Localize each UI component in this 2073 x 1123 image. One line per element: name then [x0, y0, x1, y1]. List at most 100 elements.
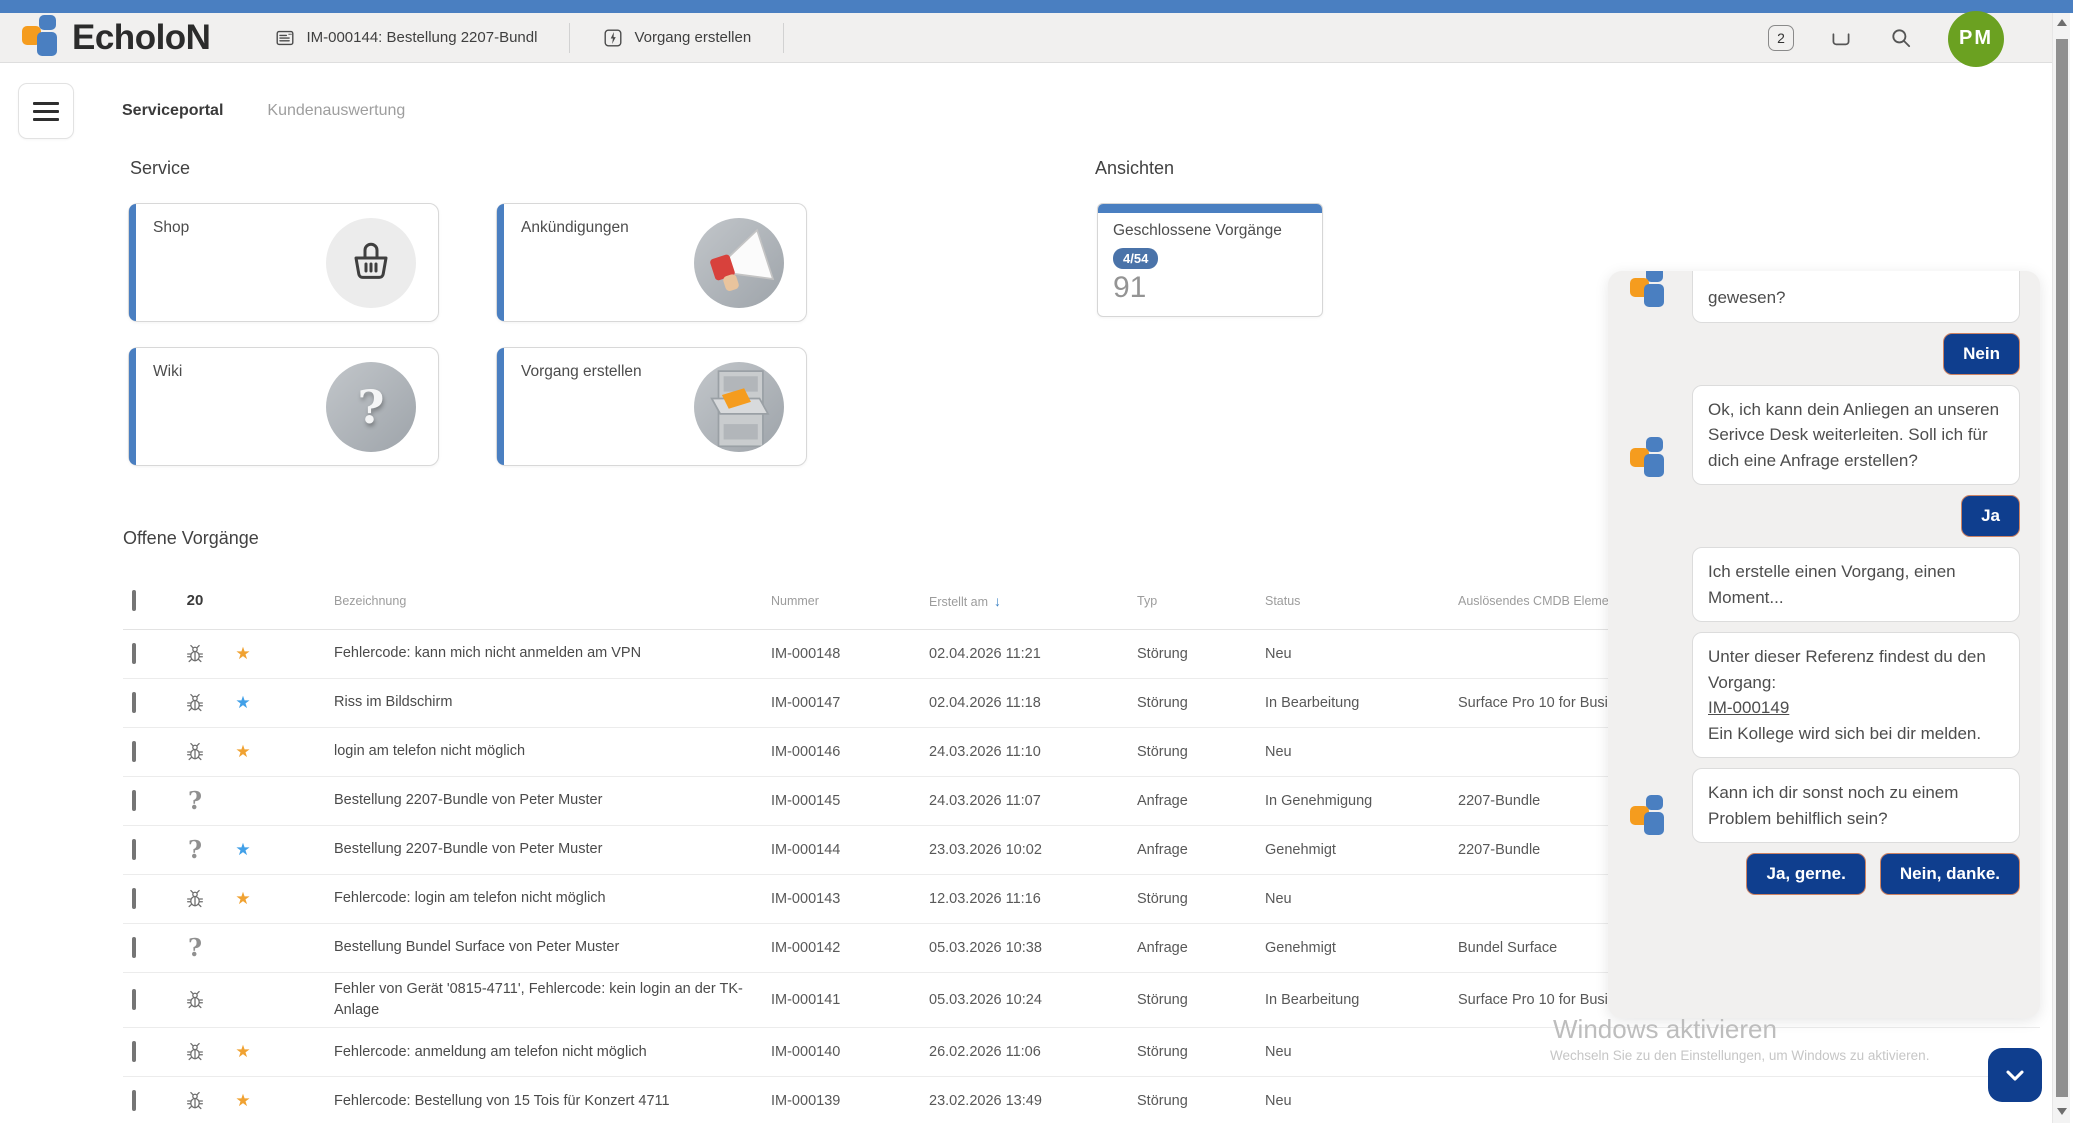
chatbot-panel: gewesen? Nein Ok, ich kann dein Anliegen…	[1608, 271, 2040, 1018]
table-row[interactable]: ? ★ Fehlercode: anmeldung am telefon nic…	[123, 1028, 2040, 1078]
card-shop[interactable]: Shop	[128, 203, 439, 322]
table-row[interactable]: ? ★ Fehlercode: login am telefon nicht m…	[123, 875, 2040, 924]
card-title: Ankündigungen	[521, 219, 629, 236]
card-title: Vorgang erstellen	[521, 363, 642, 380]
card-title: Shop	[153, 219, 190, 236]
table-header-row: 20 Bezeichnung Nummer Erstellt am ↓ Typ S…	[123, 572, 2040, 630]
nav-item-serviceportal[interactable]: Serviceportal	[122, 102, 224, 119]
table-row[interactable]: ? ★ Fehler von Gerät '0815-4711', Fehler…	[123, 973, 2040, 1029]
question-ball-icon: ?	[326, 362, 416, 452]
service-cards: Shop Ankündigungen Wiki ? Vorgang erstel…	[128, 203, 807, 466]
tab-divider	[783, 22, 785, 53]
row-checkbox[interactable]	[132, 643, 136, 664]
ansichten-section-heading: Ansichten	[1095, 158, 1175, 178]
chat-reply-ja-button[interactable]: Ja	[1961, 495, 2020, 537]
table-row[interactable]: ? ★ Fehlercode: kann mich nicht anmelden…	[123, 630, 2040, 679]
column-header-erstellt-am[interactable]: Erstellt am ↓	[929, 592, 1002, 609]
column-header-bezeichnung[interactable]: Bezeichnung	[334, 593, 407, 608]
notification-count-badge[interactable]: 2	[1768, 24, 1794, 51]
question-icon: ?	[187, 834, 203, 864]
chat-reply-nein-button[interactable]: Nein	[1943, 332, 2020, 375]
table-row[interactable]: ? ★ login am telefon nicht möglich IM-00…	[123, 728, 2040, 777]
vorgang-reference-link[interactable]: IM-000149	[1708, 698, 1790, 717]
chat-bubble: Ich erstelle einen Vorgang, einen Moment…	[1692, 547, 2020, 622]
bug-icon	[184, 1090, 206, 1112]
lightning-icon	[602, 27, 624, 49]
service-section-heading: Service	[130, 158, 191, 178]
row-checkbox[interactable]	[132, 692, 136, 713]
card-wiki[interactable]: Wiki ?	[128, 347, 439, 466]
row-checkbox[interactable]	[132, 839, 136, 860]
row-checkbox[interactable]	[132, 790, 136, 811]
select-all-checkbox[interactable]	[132, 589, 136, 611]
row-checkbox[interactable]	[132, 741, 136, 762]
row-checkbox[interactable]	[132, 937, 136, 958]
row-checkbox[interactable]	[132, 888, 136, 909]
search-icon[interactable]	[1888, 25, 1914, 51]
column-header-cmdb[interactable]: Auslösendes CMDB Element	[1458, 593, 1620, 608]
chevron-down-icon	[2001, 1061, 2029, 1089]
question-icon: ?	[187, 785, 203, 815]
table-row[interactable]: ? ★ Bestellung 2207-Bundle von Peter Mus…	[123, 826, 2040, 875]
card-vorgang-erstellen[interactable]: Vorgang erstellen	[496, 347, 807, 466]
chat-reply-ja-gerne-button[interactable]: Ja, gerne.	[1746, 853, 1866, 895]
tab-vorgang-erstellen[interactable]: Vorgang erstellen	[596, 13, 757, 62]
column-header-nummer[interactable]: Nummer	[771, 593, 819, 608]
logo-text: EcholoN	[72, 17, 211, 57]
card-title: Wiki	[153, 363, 183, 380]
row-checkbox[interactable]	[132, 1041, 136, 1063]
star-icon[interactable]: ★	[235, 692, 251, 712]
tab-divider	[569, 22, 571, 53]
page-size[interactable]: 20	[186, 592, 204, 609]
portal-nav: Serviceportal Kundenauswertung	[18, 83, 405, 139]
chat-message: Unter dieser Referenz findest du den Vor…	[1630, 632, 2020, 758]
chat-reply-nein-danke-button[interactable]: Nein, danke.	[1879, 853, 2020, 895]
star-icon[interactable]: ★	[235, 839, 251, 859]
tray-icon[interactable]	[1828, 25, 1854, 51]
column-header-status[interactable]: Status	[1265, 593, 1301, 608]
tab-label: IM-000144: Bestellung 2207-Bundl	[306, 29, 538, 46]
tab-im-000144[interactable]: IM-000144: Bestellung 2207-Bundl	[268, 13, 543, 62]
offene-vorgaenge-heading: Offene Vorgänge	[123, 528, 259, 548]
nav-item-kundenauswertung[interactable]: Kundenauswertung	[267, 102, 406, 119]
table-row[interactable]: ? ★ Fehlercode: Bestellung von 15 Tois f…	[123, 1077, 2040, 1123]
row-checkbox[interactable]	[132, 1090, 136, 1112]
card-ankuendigungen[interactable]: Ankündigungen	[496, 203, 807, 322]
file-cabinet-icon	[694, 362, 784, 452]
bug-icon	[184, 1041, 206, 1063]
basket-icon	[326, 218, 416, 308]
view-card-geschlossene-vorgaenge[interactable]: Geschlossene Vorgänge 4/54 91	[1097, 203, 1323, 317]
chat-bubble: Kann ich dir sonst noch zu einem Problem…	[1692, 768, 2020, 843]
table-row[interactable]: ? ★ Riss im Bildschirm IM-000147 02.04.2…	[123, 679, 2040, 728]
table-row[interactable]: ? ★ Bestellung 2207-Bundle von Peter Mus…	[123, 777, 2040, 826]
row-checkbox[interactable]	[132, 989, 136, 1011]
view-card-count: 91	[1113, 271, 1147, 304]
chat-collapse-button[interactable]	[1988, 1048, 2042, 1102]
scrollbar-up-arrow-icon[interactable]	[2057, 19, 2067, 26]
column-header-typ[interactable]: Typ	[1137, 593, 1158, 608]
chat-text: Unter dieser Referenz findest du den Vor…	[1708, 647, 1986, 692]
echolon-logo-icon	[22, 14, 62, 61]
echolon-logo[interactable]: EcholoN	[22, 14, 211, 61]
chat-message: gewesen?	[1630, 271, 2020, 323]
star-icon[interactable]: ★	[235, 1041, 251, 1061]
star-icon[interactable]: ★	[235, 1090, 251, 1110]
tab-label: Vorgang erstellen	[634, 29, 752, 46]
vorgaenge-table: 20 Bezeichnung Nummer Erstellt am ↓ Typ S…	[123, 572, 2040, 1123]
star-icon[interactable]: ★	[235, 643, 251, 663]
scrollbar-thumb[interactable]	[2056, 39, 2068, 1097]
scrollbar-down-arrow-icon[interactable]	[2057, 1108, 2067, 1115]
window-accent-strip	[0, 0, 2073, 13]
chatbot-avatar-icon	[1630, 795, 1670, 841]
view-card-accent-bar	[1098, 204, 1322, 213]
header-actions: 2 PM	[1768, 9, 2004, 67]
bug-icon	[184, 741, 206, 763]
top-bar: EcholoN IM-000144: Bestellung 2207-Bundl…	[0, 10, 2052, 67]
star-icon[interactable]: ★	[235, 741, 251, 761]
bug-icon	[184, 692, 206, 714]
hamburger-menu-button[interactable]	[18, 83, 74, 139]
user-avatar[interactable]: PM	[1948, 10, 2004, 67]
star-icon[interactable]: ★	[235, 888, 251, 908]
vertical-scrollbar[interactable]	[2052, 13, 2070, 1123]
table-row[interactable]: ? ★ Bestellung Bundel Surface von Peter …	[123, 924, 2040, 973]
